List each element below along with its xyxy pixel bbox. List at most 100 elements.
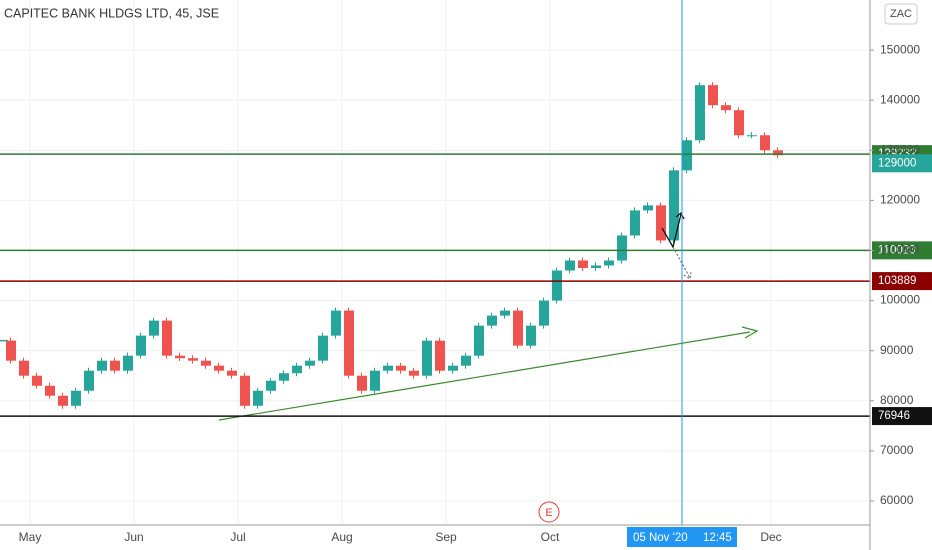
event-marker-label: E bbox=[545, 507, 552, 519]
candle bbox=[708, 85, 718, 106]
candle bbox=[331, 310, 341, 336]
candle bbox=[45, 385, 55, 396]
level-label: 76946 bbox=[878, 410, 910, 422]
trend-arrow bbox=[741, 326, 759, 339]
candle bbox=[422, 340, 432, 376]
candle bbox=[370, 370, 380, 391]
candle bbox=[32, 375, 42, 386]
candle bbox=[552, 270, 562, 301]
x-tick-label: May bbox=[19, 530, 42, 544]
chart-title: CAPITEC BANK HLDGS LTD, 45, JSE bbox=[4, 6, 219, 20]
candle bbox=[279, 373, 289, 381]
x-tick-label: Jun bbox=[124, 530, 143, 544]
candle bbox=[656, 205, 666, 241]
x-tick-label: Aug bbox=[331, 530, 352, 544]
level-label: 110023 bbox=[878, 244, 916, 256]
candle bbox=[487, 315, 497, 326]
candle bbox=[461, 355, 471, 366]
last-price-tag bbox=[872, 154, 932, 173]
candle bbox=[773, 150, 783, 156]
candle bbox=[214, 365, 224, 371]
crosshair-time: 12:45 bbox=[703, 532, 732, 544]
candle bbox=[435, 340, 445, 371]
candle bbox=[58, 395, 68, 406]
candle bbox=[110, 360, 120, 371]
x-tick-label: Sep bbox=[435, 530, 457, 544]
candle bbox=[539, 300, 549, 326]
candle bbox=[565, 260, 575, 271]
x-tick-label: Jul bbox=[230, 530, 245, 544]
candle bbox=[97, 360, 107, 371]
level-tag bbox=[872, 241, 932, 260]
level-tag bbox=[872, 272, 932, 291]
candle bbox=[201, 360, 211, 366]
candles bbox=[0, 82, 783, 409]
y-tick-label: 110000 bbox=[880, 243, 919, 257]
candle bbox=[643, 205, 653, 211]
candle bbox=[695, 85, 705, 141]
y-tick-label: 70000 bbox=[880, 443, 914, 457]
level-tag bbox=[872, 407, 932, 426]
candle bbox=[448, 365, 458, 371]
candle bbox=[669, 170, 679, 241]
candle bbox=[19, 360, 29, 376]
candle bbox=[591, 265, 601, 269]
x-tick-label: Dec bbox=[760, 530, 781, 544]
crosshair-tag bbox=[627, 527, 737, 547]
candle bbox=[409, 370, 419, 376]
axis-labels: 60000 70000 80000 90000 100000 110000 120000 13… bbox=[19, 42, 921, 544]
y-tick-label: 80000 bbox=[880, 393, 914, 407]
candle bbox=[84, 370, 94, 391]
currency-label[interactable]: ZAC bbox=[890, 8, 912, 20]
candle bbox=[6, 340, 16, 361]
candle bbox=[617, 235, 627, 261]
candle bbox=[136, 335, 146, 356]
y-tick-label: 90000 bbox=[880, 343, 914, 357]
candle bbox=[149, 320, 159, 336]
candle bbox=[383, 365, 393, 371]
candle bbox=[318, 335, 328, 361]
x-tick-label: Oct bbox=[541, 530, 560, 544]
candle bbox=[292, 365, 302, 374]
candle bbox=[760, 135, 770, 151]
trend-line bbox=[218, 331, 751, 421]
candle bbox=[227, 370, 237, 376]
crosshair-date: 05 Nov '20 bbox=[633, 532, 688, 544]
candle bbox=[526, 325, 536, 346]
candle bbox=[474, 325, 484, 356]
candle bbox=[396, 365, 406, 371]
candle bbox=[630, 210, 640, 236]
candle bbox=[734, 110, 744, 136]
candle bbox=[357, 375, 367, 391]
candle bbox=[266, 380, 276, 391]
candle bbox=[162, 320, 172, 356]
candle bbox=[513, 310, 523, 346]
y-tick-label: 130000 bbox=[880, 142, 920, 156]
candle bbox=[305, 360, 315, 366]
level-label: 103889 bbox=[878, 275, 916, 287]
y-tick-label: 60000 bbox=[880, 493, 914, 507]
y-tick-label: 150000 bbox=[880, 42, 920, 56]
candle bbox=[123, 355, 133, 371]
y-tick-label: 140000 bbox=[880, 92, 920, 106]
candle bbox=[682, 140, 692, 171]
currency-button[interactable] bbox=[884, 3, 918, 25]
candle bbox=[747, 135, 757, 137]
y-tick-label: 100000 bbox=[880, 293, 920, 307]
candle bbox=[175, 355, 185, 359]
candle bbox=[71, 390, 81, 406]
candle bbox=[253, 390, 263, 406]
candle bbox=[188, 358, 198, 361]
candle bbox=[604, 260, 614, 266]
candle bbox=[240, 375, 250, 406]
candle bbox=[721, 105, 731, 111]
y-tick-label: 120000 bbox=[880, 193, 920, 207]
candle bbox=[578, 260, 588, 269]
last-price-label: 129000 bbox=[878, 157, 916, 169]
event-marker[interactable] bbox=[538, 501, 560, 523]
candle bbox=[344, 310, 354, 376]
